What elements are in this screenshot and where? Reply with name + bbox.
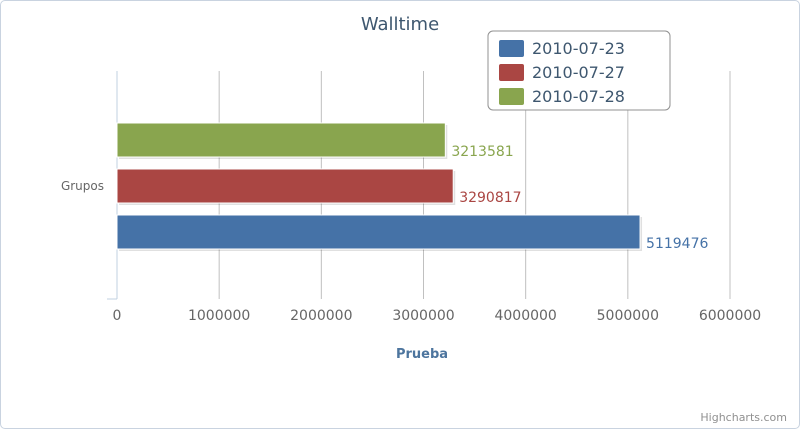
chart-title: Walltime bbox=[361, 14, 439, 35]
x-tick-label: 5000000 bbox=[597, 308, 659, 324]
legend-swatch[interactable] bbox=[499, 40, 524, 57]
legend-item-label[interactable]: 2010-07-23 bbox=[532, 39, 625, 58]
bars: 5119476 3290817 3213581 bbox=[116, 122, 708, 252]
x-axis-title: Prueba bbox=[396, 347, 448, 362]
x-tick-label: 6000000 bbox=[699, 308, 761, 324]
x-tick-label: 3000000 bbox=[392, 308, 454, 324]
credits-link[interactable]: Highcharts.com bbox=[700, 411, 787, 424]
axes bbox=[107, 71, 118, 300]
x-tick-label: 4000000 bbox=[494, 308, 556, 324]
legend-item-label[interactable]: 2010-07-28 bbox=[532, 87, 625, 106]
data-label: 3213581 bbox=[451, 144, 513, 160]
legend-box bbox=[487, 30, 671, 111]
y-category-label: Grupos bbox=[61, 179, 104, 193]
bar-2010-07-28[interactable] bbox=[116, 122, 446, 158]
legend-swatch[interactable] bbox=[499, 64, 524, 81]
legend-swatch[interactable] bbox=[499, 88, 524, 105]
legend-item-label[interactable]: 2010-07-27 bbox=[532, 63, 625, 82]
data-label: 5119476 bbox=[646, 236, 708, 252]
x-tick-label: 2000000 bbox=[290, 308, 352, 324]
bar-2010-07-27[interactable] bbox=[116, 168, 454, 204]
data-label: 3290817 bbox=[459, 190, 521, 206]
x-tick-label: 1000000 bbox=[188, 308, 250, 324]
legend: 2010-07-23 2010-07-27 2010-07-28 bbox=[487, 30, 671, 111]
x-tick-labels: 0 1000000 2000000 3000000 4000000 5000000 6000… bbox=[113, 308, 762, 324]
x-tick-label: 0 bbox=[113, 308, 122, 324]
bar-2010-07-23[interactable] bbox=[116, 214, 641, 250]
